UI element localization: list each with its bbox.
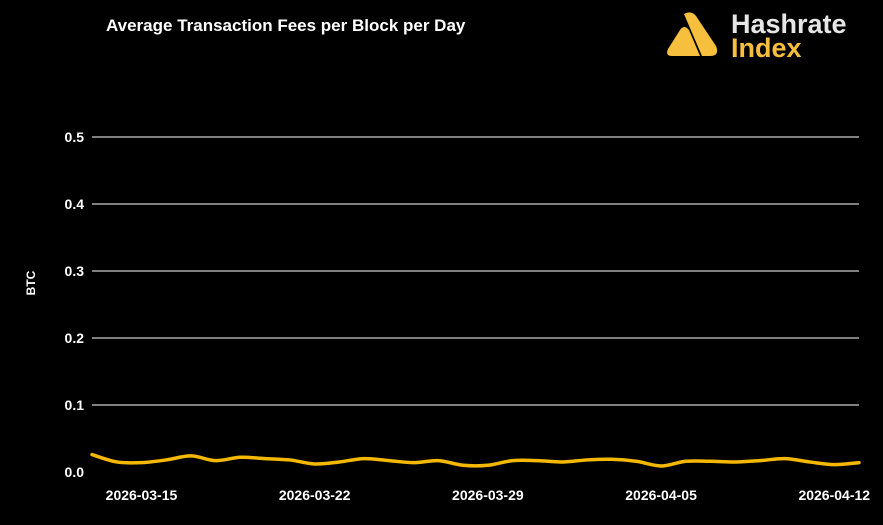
logo-mark-icon — [667, 12, 718, 56]
y-axis-label: BTC — [24, 270, 38, 295]
chart-title: Average Transaction Fees per Block per D… — [106, 16, 466, 35]
logo-text-hashrate: Hashrate — [731, 9, 847, 39]
x-tick-label: 2026-03-29 — [452, 487, 524, 503]
x-tick-label: 2026-04-05 — [625, 487, 697, 503]
x-tick-label: 2026-04-12 — [798, 487, 870, 503]
logo-text-index: Index — [731, 33, 802, 63]
hashrate-index-logo: Hashrate Index — [664, 9, 874, 63]
y-tick-label: 0.2 — [65, 330, 85, 346]
y-tick-label: 0.5 — [65, 129, 85, 145]
x-tick-label: 2026-03-22 — [279, 487, 351, 503]
x-tick-label: 2026-03-15 — [106, 487, 178, 503]
y-tick-label: 0.1 — [65, 397, 85, 413]
y-tick-label: 0.4 — [65, 196, 85, 212]
y-tick-label: 0.3 — [65, 263, 85, 279]
y-tick-label: 0.0 — [65, 464, 85, 480]
series-line — [90, 452, 861, 468]
